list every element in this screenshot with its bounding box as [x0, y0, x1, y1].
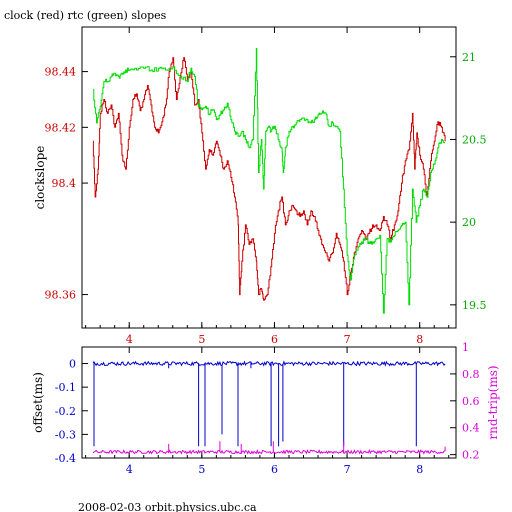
x-tick-label: 5 [198, 463, 205, 476]
slope-chart: 4 5 6 7 8 98.36 98.4 98.42 98.44 19.5 20 20.5 21 cloc… [33, 26, 487, 346]
chart-title: clock (red) rtc (green) slopes [4, 9, 167, 22]
y2-tick-label: 0.8 [462, 368, 480, 381]
y-tick-label: -0.4 [55, 452, 76, 465]
x-tick-label: 6 [271, 463, 278, 476]
y-tick-label: 98.44 [45, 66, 77, 79]
y2-tick-label: 20 [462, 216, 476, 229]
y-tick-label: -0.2 [55, 405, 76, 418]
y2-tick-label: 21 [462, 51, 476, 64]
y-axis-label: offset(ms) [31, 372, 45, 433]
y-tick-label: -0.3 [55, 428, 76, 441]
rtc-series-line [92, 48, 446, 314]
x-tick-label: 7 [344, 463, 351, 476]
y2-tick-label: 0.4 [462, 422, 480, 435]
y-tick-label: 98.4 [52, 177, 77, 190]
y2-tick-label: 0.6 [462, 395, 480, 408]
y-tick-label: 98.36 [45, 289, 77, 302]
y2-tick-label: 1 [462, 341, 469, 354]
plot-frame [81, 26, 457, 329]
x-tick-label: 5 [198, 333, 205, 346]
offset-roundtrip-chart: 4 5 6 7 8 -0.4 -0.3 -0.2 -0.1 0 0.2 0.4 0.6 0.8 1 offse… [31, 341, 500, 476]
x-tick-label: 4 [126, 333, 133, 346]
footer-caption: 2008-02-03 orbit.physics.ubc.ca [78, 501, 257, 512]
y2-axis-label: rnd-trip(ms) [486, 365, 500, 439]
x-tick-label: 4 [126, 463, 133, 476]
x-tick-label: 6 [271, 333, 278, 346]
rnd-trip-series-line [92, 441, 446, 455]
y-tick-label: 98.42 [45, 121, 77, 134]
y2-tick-label: 19.5 [462, 299, 487, 312]
x-tick-label: 8 [416, 333, 423, 346]
y-tick-label: 0 [69, 358, 76, 371]
x-tick-label: 7 [344, 333, 351, 346]
x-tick-label: 8 [416, 463, 423, 476]
offset-series-line [92, 360, 446, 447]
y-tick-label: -0.1 [55, 381, 76, 394]
y2-tick-label: 20.5 [462, 133, 487, 146]
y-axis-label: clockslope [33, 146, 47, 210]
plot-frame [81, 346, 457, 459]
clock-series-line [92, 57, 446, 301]
y2-tick-label: 0.2 [462, 449, 480, 462]
